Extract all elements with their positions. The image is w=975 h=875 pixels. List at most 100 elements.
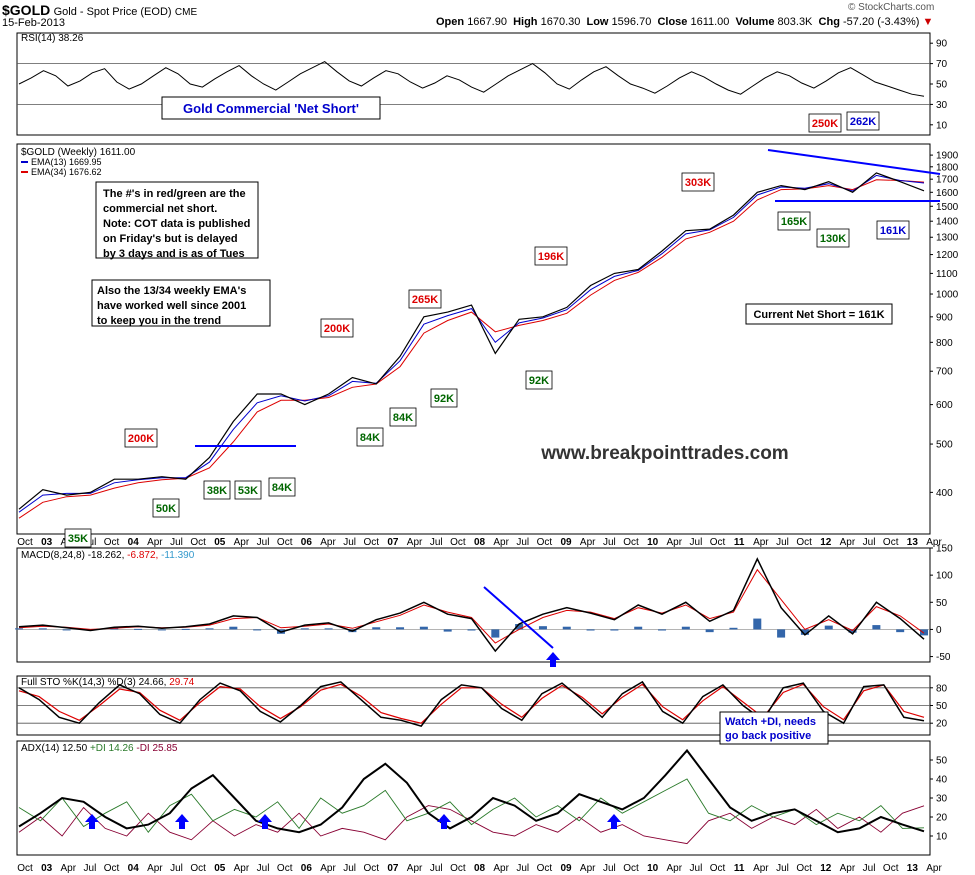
macd-histogram-bar [610, 629, 619, 631]
net-short-label-box [777, 211, 811, 231]
net-short-label-text: 165K [781, 216, 807, 228]
note-1-line: by 3 days and is as of Tues [103, 248, 245, 260]
rsi-tick-label: 10 [936, 120, 948, 131]
bottom-x-tick-label: Oct [104, 863, 120, 874]
price-x-tick-label: Apr [493, 537, 509, 548]
sto-tick-label: 80 [936, 683, 948, 694]
price-x-tick-label: Oct [883, 537, 899, 548]
macd-histogram-bar [586, 629, 595, 631]
watch-line: Watch +DI, needs [725, 716, 816, 728]
macd-histogram-bar [419, 626, 428, 630]
bottom-x-tick-label: 12 [820, 863, 832, 874]
bottom-x-tick-label: Jul [430, 863, 443, 874]
note-box-1 [95, 181, 259, 259]
macd-histogram-bar [634, 626, 643, 630]
macd-histogram-bar [729, 627, 738, 630]
net-short-label-text: 265K [412, 294, 438, 306]
price-x-tick-label: Jul [863, 537, 876, 548]
title-box-text: Gold Commercial 'Net Short' [183, 101, 359, 116]
macd-histogram-bar [562, 626, 571, 630]
ema34-line [18, 179, 925, 519]
price-x-tick-label: Oct [17, 537, 33, 548]
net-short-label-text: 92K [529, 375, 549, 387]
price-tick-label: 800 [936, 338, 953, 349]
macd-tick-label: 50 [936, 598, 948, 609]
net-short-label-box [846, 111, 880, 131]
macd-histogram-bar [538, 626, 547, 630]
adx-tick-label: 50 [936, 756, 948, 767]
macd-histogram-bar [681, 626, 690, 630]
note-2-line: to keep you in the trend [97, 315, 221, 327]
bottom-x-tick-label: Oct [537, 863, 553, 874]
price-tick-label: 600 [936, 400, 953, 411]
watch-box [719, 711, 829, 745]
macd-value: -18.262, [88, 550, 127, 561]
adx-tick-label: 10 [936, 832, 948, 843]
note-2-line: Also the 13/34 weekly EMA's [97, 285, 246, 297]
price-x-tick-label: Oct [190, 537, 206, 548]
bottom-x-tick-label: Oct [190, 863, 206, 874]
adx-buy-arrow-icon [258, 814, 272, 829]
macd-tick-label: 0 [936, 625, 942, 636]
macd-histogram-bar [15, 628, 23, 630]
price-x-tick-label: Oct [450, 537, 466, 548]
macd-trend-line [483, 586, 554, 649]
price-x-tick-label: Oct [277, 537, 293, 548]
macd-histogram-bar [467, 629, 476, 631]
net-short-label-box [124, 428, 158, 448]
rsi-legend: RSI(14) 38.26 [21, 33, 84, 44]
net-short-label-text: 200K [324, 323, 350, 335]
exchange: CME [174, 7, 198, 18]
price-x-tick-label: Oct [623, 537, 639, 548]
price-x-tick-label: Jul [170, 537, 183, 548]
price-x-tick-label: Apr [840, 537, 856, 548]
price-tick-label: 1000 [936, 290, 959, 301]
net-short-label-text: 35K [68, 533, 88, 545]
bottom-x-tick-label: Oct [17, 863, 33, 874]
panel-rsi [16, 32, 931, 136]
bottom-x-tick-label: Apr [753, 863, 769, 874]
adx-tick-label: 30 [936, 794, 948, 805]
adx-buy-arrow-icon [607, 814, 621, 829]
net-short-label-box [356, 427, 384, 447]
adx-buy-arrow-icon [85, 814, 99, 829]
price-x-tick-label: Jul [690, 537, 703, 548]
price-x-tick-label: Jul [343, 537, 356, 548]
net-short-label-box [320, 318, 354, 338]
net-short-label-box [268, 477, 296, 497]
rsi-tick-label: 50 [936, 80, 948, 91]
price-tick-label: 1200 [936, 250, 959, 261]
price-x-tick-label: Jul [257, 537, 270, 548]
net-short-label-box [681, 172, 715, 192]
low-label: Low [586, 16, 609, 28]
price-x-tick-label: Apr [234, 537, 250, 548]
price-tick-label: 1300 [936, 233, 959, 244]
price-legend: $GOLD (Weekly) 1611.00 [21, 147, 136, 158]
high-label: High [513, 16, 538, 28]
bottom-x-tick-label: Oct [277, 863, 293, 874]
price-tick-label: 1500 [936, 202, 959, 213]
rsi-line [18, 61, 925, 97]
net-short-label-box [152, 498, 180, 518]
bottom-x-tick-label: 10 [647, 863, 659, 874]
bottom-x-tick-label: Jul [84, 863, 97, 874]
macd-histogram-bar [205, 628, 214, 630]
price-x-tick-label: 12 [820, 537, 832, 548]
net-short-label-text: 200K [128, 433, 154, 445]
bottom-x-tick-label: 11 [734, 863, 745, 874]
macd-histogram-bar [443, 629, 452, 632]
macd-histogram-bar [753, 618, 762, 630]
downtrend-line [767, 149, 941, 175]
macd-tick-label: 150 [936, 544, 953, 555]
open-label: Open [436, 16, 465, 28]
rsi-tick-label: 90 [936, 39, 948, 50]
bottom-x-tick-label: Oct [710, 863, 726, 874]
price-x-tick-label: Oct [364, 537, 380, 548]
ohlc-readout: Open 1667.90 High 1670.30 Low 1596.70 Cl… [436, 16, 933, 28]
net-short-label-text: 50K [156, 503, 176, 515]
macd-histogram-bar [777, 629, 786, 638]
bottom-x-tick-label: Apr [320, 863, 336, 874]
bottom-x-tick-label: 06 [301, 863, 313, 874]
bottom-x-tick-label: 05 [214, 863, 226, 874]
price-x-tick-label: 13 [907, 537, 919, 548]
